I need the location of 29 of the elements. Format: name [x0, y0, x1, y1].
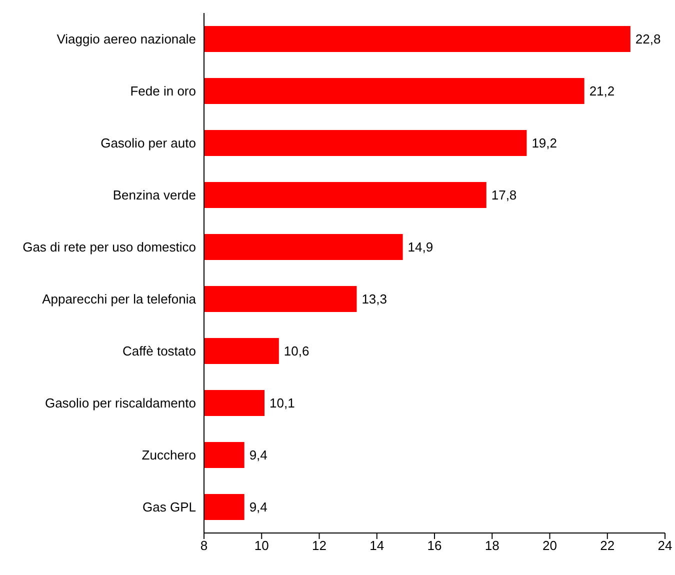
- data-label: 9,4: [249, 500, 268, 515]
- x-tick-label: 24: [658, 538, 672, 554]
- data-label: 21,2: [589, 84, 615, 99]
- x-tick-label: 14: [370, 538, 384, 554]
- data-label: 10,1: [270, 396, 295, 411]
- x-tick-label: 12: [312, 538, 326, 554]
- y-tick-label: Zucchero: [142, 448, 196, 463]
- x-tick-label: 18: [484, 538, 500, 554]
- y-tick-label: Apparecchi per la telefonia: [42, 292, 197, 307]
- y-tick-label: Gas di rete per uso domestico: [22, 240, 196, 255]
- y-tick-label: Gas GPL: [142, 500, 196, 515]
- x-tick-label: 20: [542, 538, 557, 554]
- y-tick-label: Caffè tostato: [122, 344, 196, 359]
- data-label: 14,9: [408, 240, 434, 255]
- y-tick-label: Fede in oro: [130, 84, 196, 99]
- x-tick-label: 22: [600, 538, 615, 554]
- y-tick-label: Benzina verde: [112, 188, 196, 203]
- x-tick-label: 8: [200, 538, 208, 554]
- data-label: 19,2: [532, 136, 558, 151]
- data-label: 9,4: [249, 448, 268, 463]
- data-label: 13,3: [362, 292, 388, 307]
- y-tick-label: Viaggio aereo nazionale: [56, 32, 196, 47]
- x-tick-label: 16: [427, 538, 442, 554]
- data-label: 17,8: [491, 188, 517, 203]
- data-label: 10,6: [284, 344, 310, 359]
- x-tick-label: 10: [254, 538, 269, 554]
- y-tick-label: Gasolio per riscaldamento: [44, 396, 196, 411]
- data-label: 22,8: [635, 32, 661, 47]
- y-tick-label: Gasolio per auto: [100, 136, 196, 151]
